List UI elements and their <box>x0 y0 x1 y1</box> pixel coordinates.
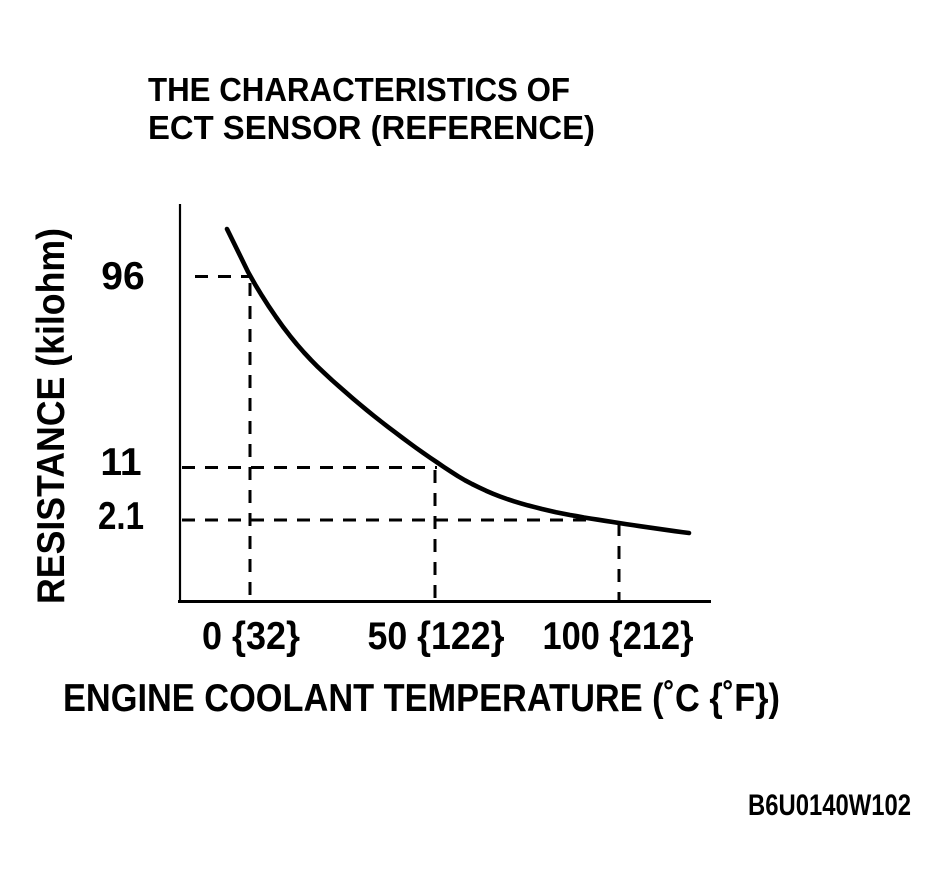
svg-text:B6U0140W102: B6U0140W102 <box>748 789 911 822</box>
svg-text:RESISTANCE (kilohm): RESISTANCE (kilohm) <box>30 228 73 604</box>
svg-text:ECT SENSOR (REFERENCE): ECT SENSOR (REFERENCE) <box>148 109 595 146</box>
svg-text:11: 11 <box>100 441 141 484</box>
svg-text:96: 96 <box>101 255 144 298</box>
svg-text:THE CHARACTERISTICS OF: THE CHARACTERISTICS OF <box>148 71 570 108</box>
svg-text:50 {122}: 50 {122} <box>368 615 505 658</box>
svg-text:0 {32}: 0 {32} <box>202 615 300 658</box>
svg-text:2.1: 2.1 <box>98 495 144 538</box>
svg-text:100 {212}: 100 {212} <box>543 615 694 658</box>
svg-text:ENGINE COOLANT TEMPERATURE (˚C: ENGINE COOLANT TEMPERATURE (˚C {˚F}) <box>63 677 780 720</box>
